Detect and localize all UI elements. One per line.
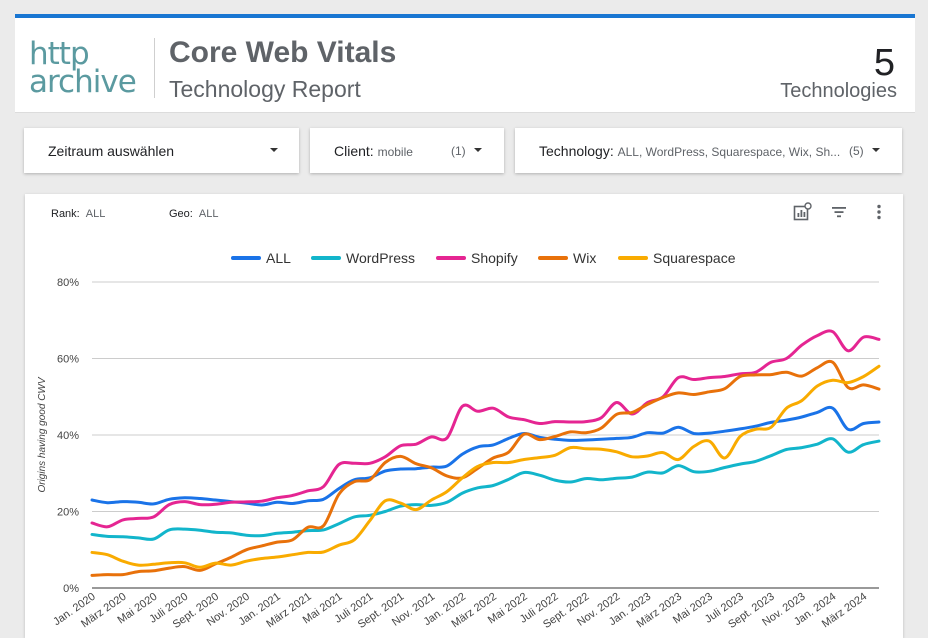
technology-count-label: Technologies [780,80,897,102]
line-chart: 0%20%40%60%80%Origins having good CWVJan… [37,250,881,631]
geo-label: Geo: [169,208,193,220]
more-vert-icon[interactable] [869,202,889,222]
legend-label-wix: Wix [573,250,596,266]
httparchive-logo[interactable]: http archive [29,36,149,100]
series-line-squarespace [90,364,881,569]
client-count: (1) [451,144,466,158]
page-title: Core Web Vitals [169,36,397,69]
client-field: Client: mobile [334,143,413,159]
period-label: Zeitraum auswählen [48,143,175,159]
legend-label-all: ALL [266,250,291,266]
client-dropdown[interactable]: Client: mobile (1) [310,128,504,173]
chevron-down-icon [872,148,880,152]
legend-label-shopify: Shopify [471,250,518,266]
chart-settings-icon[interactable] [792,202,812,222]
technology-count-badge: (5) [849,144,864,158]
series-line-shopify [90,329,881,529]
series-line-wix [90,359,881,577]
chevron-down-icon [474,148,482,152]
rank-label: Rank: [51,208,80,220]
technology-field: Technology: ALL, WordPress, Squarespace,… [539,143,840,159]
geo-filter: Geo: ALL [169,208,218,220]
y-tick-label: 60% [57,354,79,366]
period-dropdown[interactable]: Zeitraum auswählen [24,128,299,173]
y-tick-label: 80% [57,277,79,289]
technology-value: ALL, WordPress, Squarespace, Wix, Sh... [617,145,841,159]
y-axis-label: Origins having good CWV [37,376,48,492]
geo-value: ALL [198,208,219,220]
logo-line-1: http [29,36,90,72]
technology-count: 5 [873,42,895,84]
technology-dropdown[interactable]: Technology: ALL, WordPress, Squarespace,… [515,128,902,173]
chevron-down-icon [270,148,278,152]
client-label: Client: [334,143,374,159]
rank-filter: Rank: ALL [51,208,105,220]
page-subtitle: Technology Report [169,76,361,102]
accent-bar [15,14,915,18]
client-value: mobile [377,145,413,159]
series-line-all [90,405,881,507]
header-divider [154,38,155,98]
technology-label: Technology: [539,143,614,159]
series-line-wordpress [90,437,881,541]
y-tick-label: 40% [57,430,79,442]
chart-card: Rank: ALL Geo: ALL 0% 20% 40% 60% 80% Origins h… [25,194,903,638]
logo-line-2: archive [29,64,137,100]
y-tick-label: 0% [63,583,79,595]
legend-label-wordpress: WordPress [346,250,415,266]
legend-label-squarespace: Squarespace [653,250,736,266]
filter-icon[interactable] [829,202,849,222]
report-header: http archive Core Web Vitals Technology … [15,18,915,113]
y-tick-label: 20% [57,507,79,519]
rank-value: ALL [85,208,106,220]
